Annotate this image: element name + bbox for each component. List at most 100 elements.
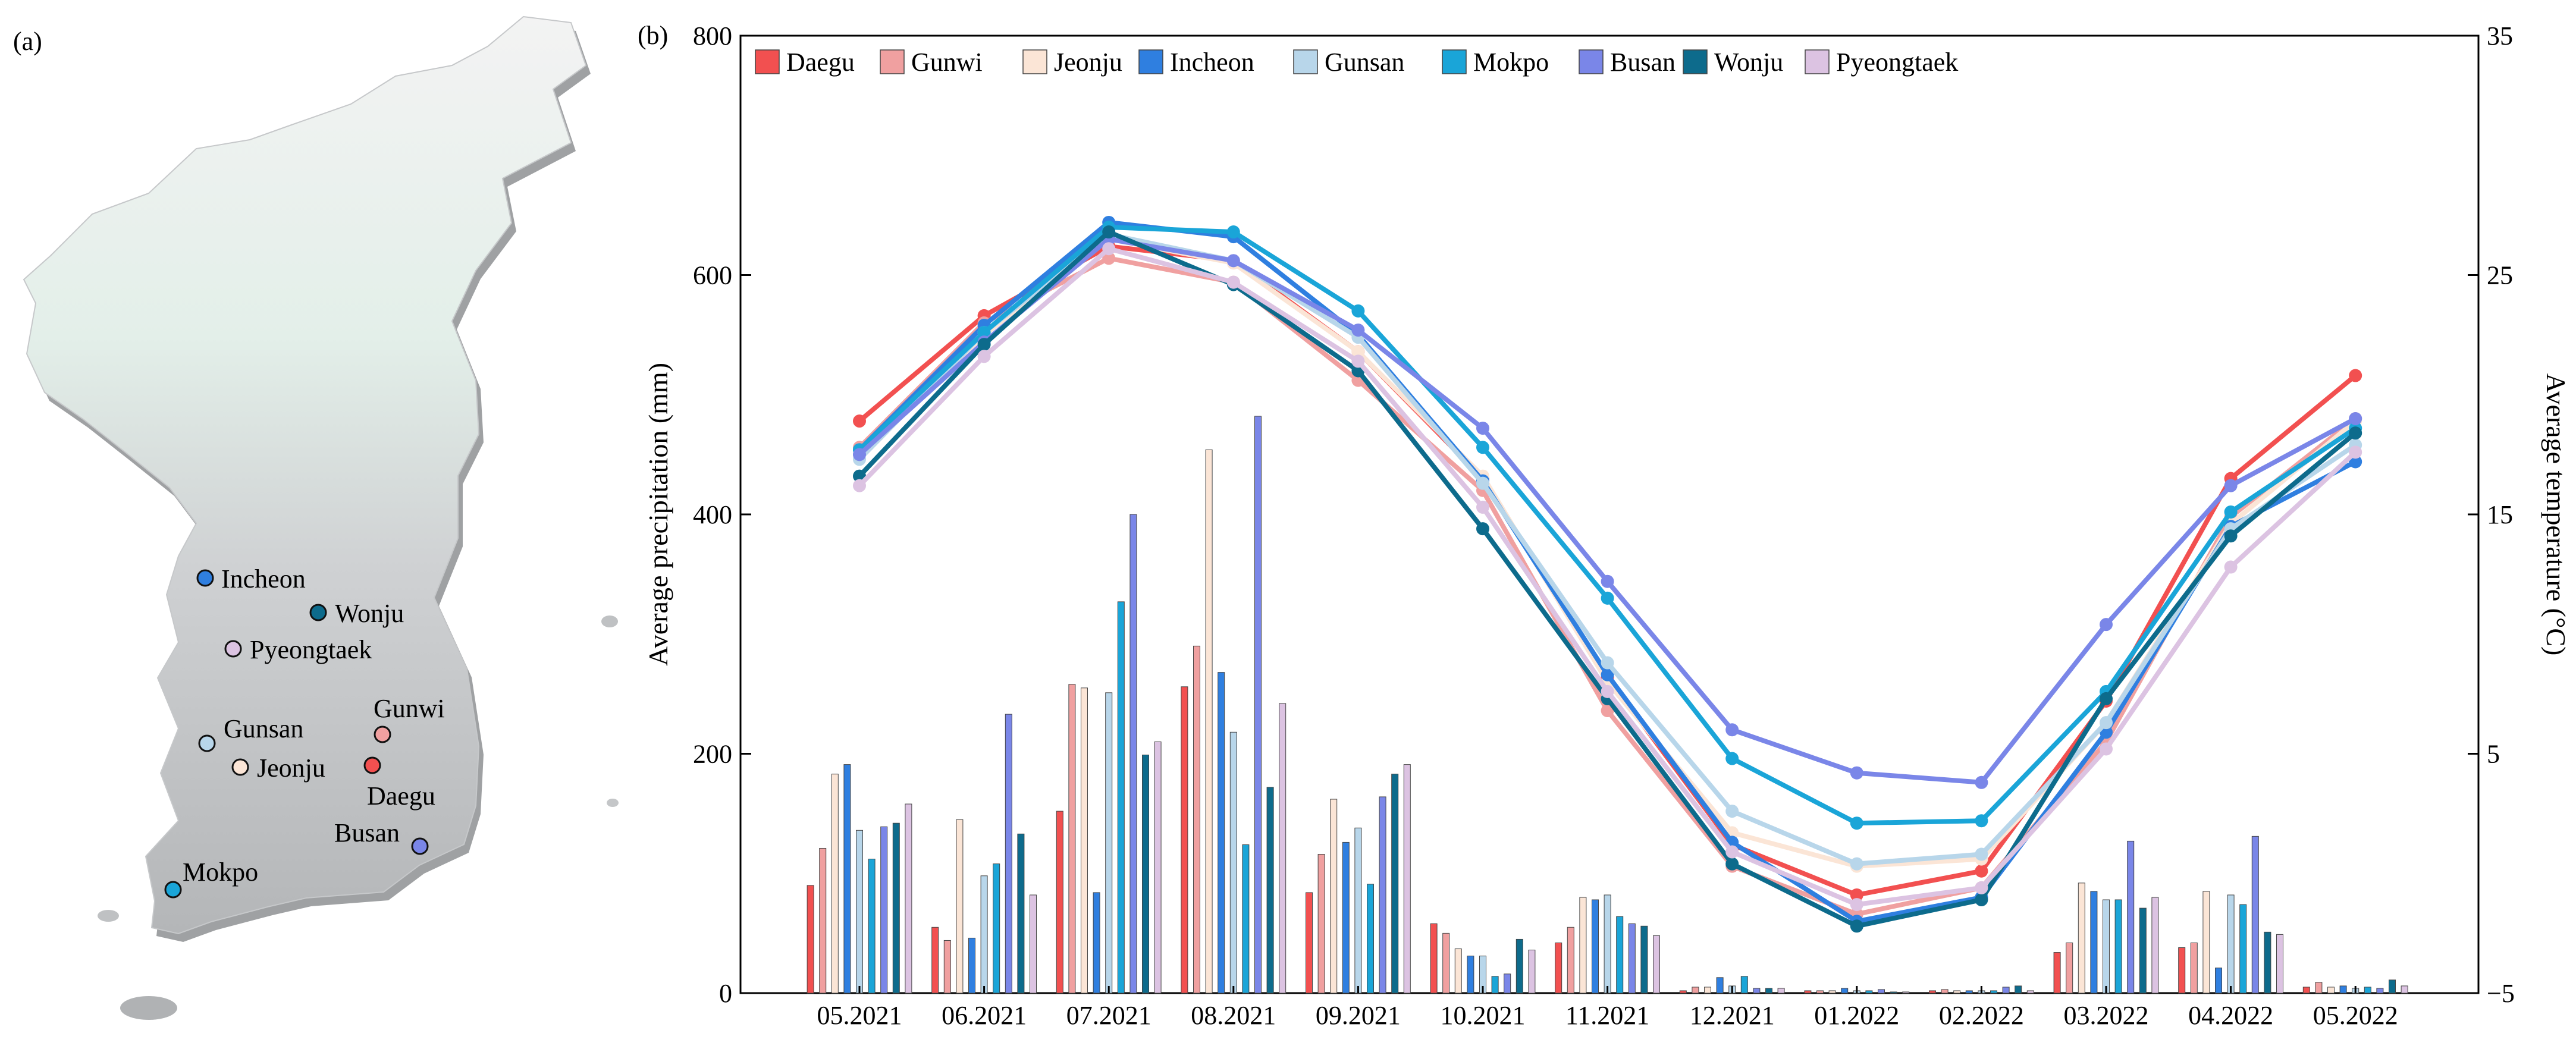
temperature-point — [1476, 441, 1489, 454]
y2-tick-label: −5 — [2487, 979, 2515, 1008]
bar-group-11.2021 — [1555, 894, 1660, 994]
island — [607, 799, 619, 807]
temperature-point — [1601, 591, 1614, 605]
bar-pyeongtaek — [1528, 950, 1536, 994]
bar-group-08.2021 — [1181, 416, 1287, 994]
bar-daegu — [1555, 942, 1562, 994]
temperature-point — [2349, 426, 2362, 440]
legend-label: Gunwi — [911, 48, 983, 77]
bar-jeonju — [1953, 990, 1961, 994]
bar-pyeongtaek — [1154, 741, 1162, 994]
bar-pyeongtaek — [2276, 934, 2283, 994]
temperature-point — [1725, 752, 1739, 765]
bar-group-07.2021 — [1056, 514, 1162, 994]
bar-jeonju — [1828, 990, 1836, 994]
legend-item-wonju: Wonju — [1683, 48, 1783, 77]
bar-group-03.2022 — [2053, 840, 2159, 994]
bar-busan — [1504, 973, 1511, 994]
bar-pyeongtaek — [1403, 764, 1411, 994]
y2-axis-title: Average temperature (°C) — [2541, 373, 2571, 656]
bar-mokpo — [1990, 990, 1997, 994]
bar-jeonju — [1330, 799, 1338, 994]
bar-daegu — [1679, 990, 1687, 994]
map-panel: (a) Incheon Wonju Pyeongtaek Gunwi Gunsan Jeo… — [13, 15, 619, 1020]
bar-group-09.2021 — [1306, 764, 1411, 994]
bar-daegu — [1181, 686, 1188, 994]
bar-daegu — [1306, 892, 1313, 994]
temperature-point — [977, 326, 991, 340]
temperature-point — [2224, 505, 2238, 519]
temperature-point — [1351, 354, 1365, 368]
temperature-point — [1226, 254, 1240, 268]
bar-incheon — [1218, 672, 1225, 994]
bar-pyeongtaek — [2401, 985, 2408, 994]
panel-a-label: (a) — [13, 27, 42, 56]
legend-swatch — [880, 49, 905, 74]
line-pyeongtaek — [853, 242, 2362, 912]
line-jeonju — [853, 233, 2362, 873]
bar-jeonju — [1704, 987, 1711, 994]
temperature-point — [2224, 560, 2238, 574]
temperature-point — [1850, 888, 1863, 902]
line-mokpo — [853, 221, 2362, 830]
temperature-point — [1476, 422, 1489, 435]
temperature-point — [1102, 242, 1116, 256]
bar-daegu — [2178, 947, 2186, 994]
chart-panel: (b) 0 200 400 600 800 −5 5 15 25 35 05.2021 06.2021… — [638, 21, 2571, 1030]
temperature-point — [2349, 412, 2362, 425]
y-tick-label: 0 — [719, 979, 732, 1008]
temperature-point — [2349, 455, 2362, 469]
temperature-point — [977, 350, 991, 363]
x-tick-label: 11.2021 — [1565, 1001, 1649, 1030]
bar-daegu — [1430, 923, 1438, 994]
bar-daegu — [931, 926, 939, 994]
legend-swatch — [1805, 49, 1830, 74]
bar-busan — [1129, 514, 1137, 994]
bar-incheon — [1716, 977, 1724, 994]
city-label: Incheon — [221, 564, 306, 593]
bar-wonju — [892, 822, 900, 994]
city-marker — [231, 758, 249, 776]
temperature-point — [1975, 893, 1988, 907]
bar-wonju — [2389, 979, 2396, 994]
bar-busan — [880, 826, 888, 994]
island-jeju — [120, 996, 177, 1020]
city-marker — [363, 756, 381, 774]
temperature-point — [1725, 845, 1739, 859]
legend-item-pyeongtaek: Pyeongtaek — [1805, 48, 1958, 77]
bar-gunwi — [943, 940, 951, 994]
legend-label: Pyeongtaek — [1836, 48, 1958, 77]
bar-jeonju — [956, 819, 964, 994]
city-marker — [411, 837, 429, 855]
bar-jeonju — [2078, 882, 2085, 994]
temperature-point — [977, 338, 991, 351]
bar-wonju — [1890, 991, 1897, 994]
city-marker — [309, 604, 327, 621]
bar-jeonju — [1454, 949, 1462, 994]
legend-item-mokpo: Mokpo — [1442, 48, 1549, 77]
bar-incheon — [2090, 891, 2098, 994]
temperature-point — [853, 479, 866, 492]
city-label: Daegu — [367, 781, 435, 811]
y-tick-label: 200 — [693, 740, 732, 769]
temperature-point — [1601, 574, 1614, 588]
legend-swatch — [1293, 49, 1318, 74]
x-tick-label: 05.2022 — [2313, 1001, 2398, 1030]
temperature-point — [853, 414, 866, 428]
x-tick-label: 05.2021 — [817, 1001, 902, 1030]
bar-busan — [2251, 836, 2259, 994]
bar-gunwi — [1068, 684, 1076, 994]
temperature-point — [1975, 775, 1988, 789]
bar-incheon — [843, 764, 851, 994]
city-label: Busan — [334, 818, 400, 847]
city-label: Wonju — [335, 599, 404, 628]
temperature-point — [1975, 814, 1988, 828]
temperature-point — [2349, 445, 2362, 459]
legend-item-incheon: Incheon — [1138, 48, 1254, 77]
bar-daegu — [1056, 811, 1063, 994]
bar-mokpo — [2114, 899, 2122, 994]
bar-jeonju — [1579, 897, 1587, 994]
bar-gunwi — [819, 847, 827, 994]
bar-mokpo — [1242, 844, 1250, 994]
x-tick-label: 03.2022 — [2064, 1001, 2149, 1030]
